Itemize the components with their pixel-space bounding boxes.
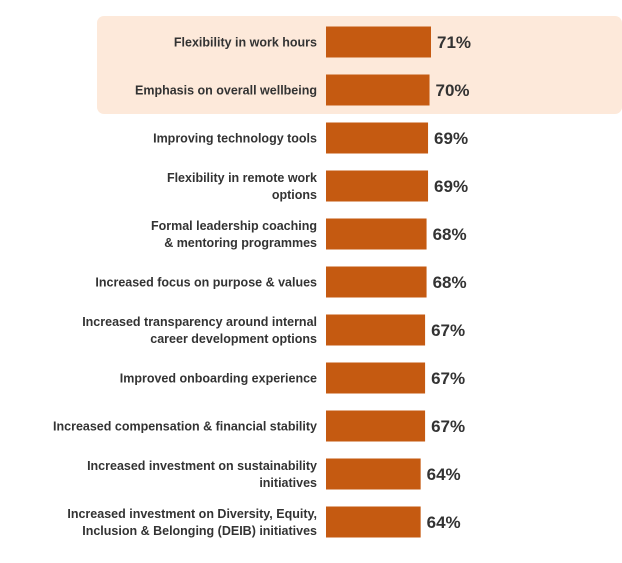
value-label-5: 68%: [433, 225, 467, 244]
value-label-1: 71%: [437, 33, 471, 52]
category-labels-group: Flexibility in work hours Emphasis on ove…: [53, 36, 317, 539]
value-label-9: 67%: [431, 417, 465, 436]
bar-11: [326, 506, 421, 538]
category-label-9: Increased compensation & financial stabi…: [53, 420, 317, 434]
category-label-11: Increased investment on Diversity, Equit…: [67, 507, 317, 538]
bar-4: [326, 170, 429, 202]
bar-5: [326, 218, 427, 250]
value-label-6: 68%: [433, 273, 467, 292]
value-labels-group: 71% 70% 69% 69% 68% 68% 67% 67% 67% 64% 64%: [427, 33, 471, 532]
value-label-8: 67%: [431, 369, 465, 388]
category-label-8: Improved onboarding experience: [120, 372, 317, 386]
bar-3: [326, 122, 429, 154]
bars-group: [326, 26, 431, 538]
bar-8: [326, 362, 426, 394]
bar-1: [326, 26, 431, 58]
category-label-10: Increased investment on sustainability in…: [87, 459, 317, 490]
category-label-6: Increased focus on purpose & values: [95, 276, 317, 290]
value-label-3: 69%: [434, 129, 468, 148]
bar-10: [326, 458, 421, 490]
category-label-1: Flexibility in work hours: [174, 36, 317, 50]
value-label-2: 70%: [436, 81, 470, 100]
bar-7: [326, 314, 426, 346]
highlight-band: [97, 16, 622, 114]
value-label-11: 64%: [427, 513, 461, 532]
bar-6: [326, 266, 427, 298]
category-label-4: Flexibility in remote work options: [167, 171, 317, 202]
category-label-3: Improving technology tools: [153, 132, 317, 146]
category-label-5: Formal leadership coaching & mentoring pr…: [151, 219, 317, 250]
category-label-2: Emphasis on overall wellbeing: [135, 84, 317, 98]
category-label-7: Increased transparency around internal ca…: [82, 315, 317, 346]
value-label-4: 69%: [434, 177, 468, 196]
value-label-10: 64%: [427, 465, 461, 484]
bar-2: [326, 74, 430, 106]
bar-9: [326, 410, 426, 442]
value-label-7: 67%: [431, 321, 465, 340]
